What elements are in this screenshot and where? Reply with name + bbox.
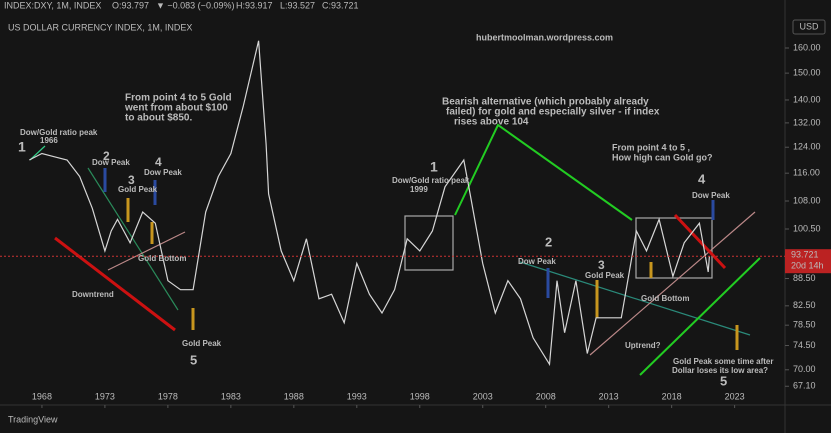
x-tick-label: 2018 [662, 391, 682, 401]
x-tick-label: 1968 [32, 391, 52, 401]
annotation: Bearish alternative (which probably alre… [442, 97, 649, 108]
annotation: went from about $100 [124, 103, 228, 114]
annotation: How high can Gold go? [612, 152, 713, 162]
countdown: 20d 14h [791, 261, 824, 271]
currency-box [792, 19, 826, 35]
high: H:93.917 [236, 0, 273, 10]
x-tick-label: 1988 [284, 391, 304, 401]
x-tick-label: 2008 [536, 391, 556, 401]
x-tick-label: 2013 [599, 391, 619, 401]
y-tick-label: 108.00 [793, 195, 821, 205]
drawings [29, 123, 761, 376]
down-arrow [673, 213, 727, 270]
close: C:93.721 [322, 0, 359, 10]
source: hubertmoolman.wordpress.com [476, 32, 613, 42]
annotation: rises above 104 [454, 117, 529, 128]
y-tick-label: 67.10 [793, 381, 816, 391]
annotation: Dow Peak [92, 158, 130, 167]
annotation: 1966 [40, 136, 58, 145]
open: O:93.797 [112, 0, 149, 10]
dow-arrow [103, 168, 715, 298]
downtrend-arrow [54, 236, 176, 332]
annotation: Dow/Gold ratio peak [392, 176, 470, 185]
annotation: From point 4 to 5 , [612, 142, 690, 152]
annotation: 1 [430, 159, 438, 175]
x-tick-label: 2003 [473, 391, 493, 401]
y-tick-label: 124.00 [793, 142, 821, 152]
annotation: 1 [18, 139, 26, 155]
annotation: Gold Peak [182, 339, 222, 348]
header: INDEX:DXY, 1M, INDEX O:93.797 ▼ −0.083 (… [4, 0, 359, 10]
y-tick-label: 78.50 [793, 320, 816, 330]
bearish-arrow [454, 123, 633, 221]
annotation: From point 4 to 5 Gold [125, 93, 232, 104]
annotation: 4 [698, 171, 706, 186]
chart-title: US DOLLAR CURRENCY INDEX, 1M, INDEX [8, 22, 192, 32]
currency: USD [799, 21, 819, 31]
annotation: Dow/Gold ratio peak [20, 128, 98, 137]
x-tick-label: 1993 [347, 391, 367, 401]
y-tick-label: 74.50 [793, 340, 816, 350]
change: ▼ −0.083 (−0.09%) [156, 0, 234, 10]
price-line [29, 40, 710, 367]
x-tick-label: 1978 [158, 391, 178, 401]
annotation: Gold Bottom [138, 254, 186, 263]
annotation: Gold Bottom [641, 294, 689, 303]
y-tick-label: 116.00 [793, 168, 820, 178]
annotation: Gold Peak [585, 271, 625, 280]
annotation: Dow Peak [144, 168, 182, 177]
y-tick-label: 140.00 [793, 94, 821, 104]
x-tick-label: 1983 [221, 391, 241, 401]
annotation: Uptrend? [625, 341, 661, 350]
box [404, 215, 454, 271]
y-tick-label: 88.50 [793, 273, 816, 283]
annotation: failed) for gold and especially silver -… [446, 107, 660, 118]
y-tick-label: 82.50 [793, 300, 816, 310]
x-tick-label: 1998 [410, 391, 430, 401]
y-tick-label: 100.50 [793, 223, 821, 233]
trend-line [29, 145, 46, 161]
y-tick-label: 132.00 [793, 117, 821, 127]
annotation: to about $850. [125, 113, 192, 124]
last-price-label: 93.721 [791, 250, 819, 260]
low: L:93.527 [280, 0, 315, 10]
annotation: 3 [128, 173, 135, 187]
x-tick-label: 2023 [725, 391, 745, 401]
annotation: Gold Peak some time after [673, 357, 773, 366]
annotation: Dollar loses its low area? [672, 366, 768, 375]
gold-arrow [126, 198, 739, 350]
uptrend-arrow [639, 257, 761, 376]
trend-line [589, 211, 756, 356]
y-tick-label: 70.00 [793, 364, 816, 374]
annotation: Dow Peak [692, 191, 730, 200]
y-tick-label: 150.00 [793, 67, 821, 77]
annotation: 4 [155, 155, 162, 169]
annotation: 2 [103, 149, 110, 163]
symbol: INDEX:DXY, 1M, INDEX [4, 0, 101, 10]
annotation: 5 [190, 352, 197, 367]
annotation: 3 [598, 258, 605, 272]
annotation: 1999 [410, 185, 428, 194]
trend-line [107, 231, 186, 271]
brand: TradingView [8, 414, 58, 424]
annotation: 2 [545, 234, 552, 249]
trend-line [87, 167, 179, 311]
last-price-box [785, 249, 831, 274]
annotation: Gold Peak [118, 185, 158, 194]
y-tick-label: 160.00 [793, 42, 821, 52]
annotation: Dow Peak [518, 257, 556, 266]
annotation: 5 [720, 373, 727, 388]
trend-line [519, 261, 751, 336]
box [635, 217, 713, 279]
x-tick-label: 1973 [95, 391, 115, 401]
annotation: Downtrend [72, 290, 114, 299]
